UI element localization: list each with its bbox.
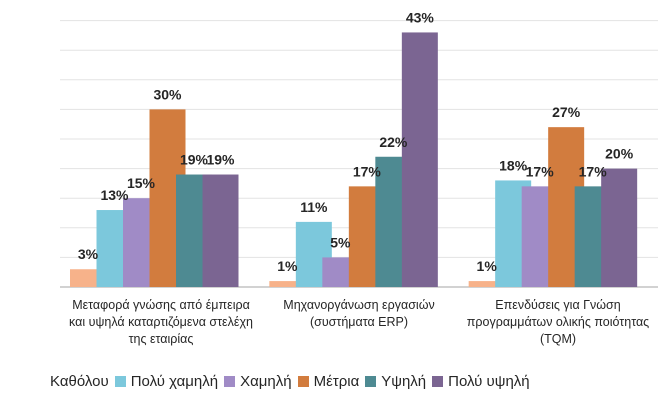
legend-swatch xyxy=(297,376,309,387)
legend-swatch xyxy=(365,376,377,387)
legend-label: Χαμηλή xyxy=(240,373,292,390)
data-label-series-3-cat-0: 30% xyxy=(153,86,182,102)
data-label-series-0-cat-0: 3% xyxy=(78,246,99,262)
bar-series-0-cat-1 xyxy=(269,281,306,287)
legend-label: Υψηλή xyxy=(381,373,427,390)
legend-item-very-low: Πολύ χαμηλή xyxy=(114,373,219,390)
legend-item-very-high: Πολύ υψηλή xyxy=(432,373,530,390)
data-label-series-1-cat-1: 11% xyxy=(300,199,328,215)
legend-swatch xyxy=(114,376,126,387)
data-label-series-0-cat-1: 1% xyxy=(277,258,298,274)
bar-series-5-cat-1 xyxy=(401,32,438,287)
legend-item-high: Υψηλή xyxy=(365,373,426,390)
legend-label: Μέτρια xyxy=(313,373,360,390)
data-label-series-1-cat-0: 13% xyxy=(100,187,129,203)
data-labels: 3% 1% 1% 13% 11% 18% 15% 5% 17% 30% 17% 27% 19% 22% 17… xyxy=(78,9,634,274)
legend-item-medium: Μέτρια xyxy=(297,373,360,390)
data-label-series-3-cat-2: 27% xyxy=(552,104,581,120)
bar-series-5-cat-0 xyxy=(202,174,239,287)
bars xyxy=(70,32,638,288)
data-label-series-5-cat-1: 43% xyxy=(406,9,435,25)
legend-swatch xyxy=(224,376,236,387)
legend-label: Πολύ υψηλή xyxy=(448,373,530,390)
legend-swatch xyxy=(432,376,444,387)
data-label-series-4-cat-1: 22% xyxy=(379,134,408,150)
data-label-series-3-cat-1: 17% xyxy=(353,163,382,179)
data-label-series-2-cat-1: 5% xyxy=(330,234,351,250)
data-label-series-5-cat-2: 20% xyxy=(605,146,634,162)
data-label-series-1-cat-2: 18% xyxy=(499,157,528,173)
legend-label: Καθόλου xyxy=(50,373,109,390)
data-label-series-2-cat-0: 15% xyxy=(127,175,156,191)
bar-series-5-cat-2 xyxy=(601,168,638,287)
category-label-knowledge-transfer: Μεταφορά γνώσης από έμπειρα και υψηλά κα… xyxy=(69,298,253,346)
legend-item-none: Καθόλου xyxy=(50,373,109,390)
bar-series-0-cat-2 xyxy=(468,281,505,287)
category-label-tqm: Επενδύσεις για Γνώση προγραμμάτων ολικής… xyxy=(466,298,650,346)
data-label-series-5-cat-0: 19% xyxy=(206,152,235,168)
legend: Καθόλου Πολύ χαμηλή Χαμηλή Μέτρια Υψηλή … xyxy=(50,373,536,390)
category-label-erp: Μηχανοργάνωση εργασιών (συστήματα ERP) xyxy=(283,298,435,329)
data-label-series-2-cat-2: 17% xyxy=(526,163,555,179)
data-label-series-0-cat-2: 1% xyxy=(477,258,498,274)
data-label-series-4-cat-2: 17% xyxy=(579,163,608,179)
data-label-series-4-cat-0: 19% xyxy=(180,152,209,168)
legend-label: Πολύ χαμηλή xyxy=(130,373,219,390)
legend-item-low: Χαμηλή xyxy=(224,373,292,390)
